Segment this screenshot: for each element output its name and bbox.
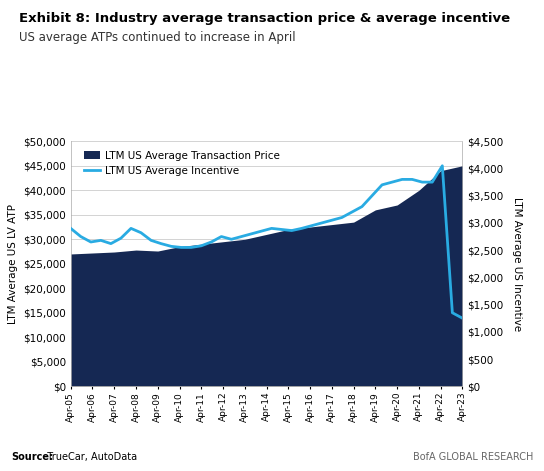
Text: BofA GLOBAL RESEARCH: BofA GLOBAL RESEARCH xyxy=(413,452,533,462)
Text: Exhibit 8: Industry average transaction price & average incentive: Exhibit 8: Industry average transaction … xyxy=(19,12,510,25)
Y-axis label: LTM Average US LV ATP: LTM Average US LV ATP xyxy=(8,204,17,324)
Text: TrueCar, AutoData: TrueCar, AutoData xyxy=(41,452,137,462)
Legend: LTM US Average Transaction Price, LTM US Average Incentive: LTM US Average Transaction Price, LTM US… xyxy=(80,146,284,180)
Y-axis label: LTM Average US Incentive: LTM Average US Incentive xyxy=(512,197,522,331)
Text: US average ATPs continued to increase in April: US average ATPs continued to increase in… xyxy=(19,31,296,44)
Text: Source:: Source: xyxy=(11,452,53,462)
